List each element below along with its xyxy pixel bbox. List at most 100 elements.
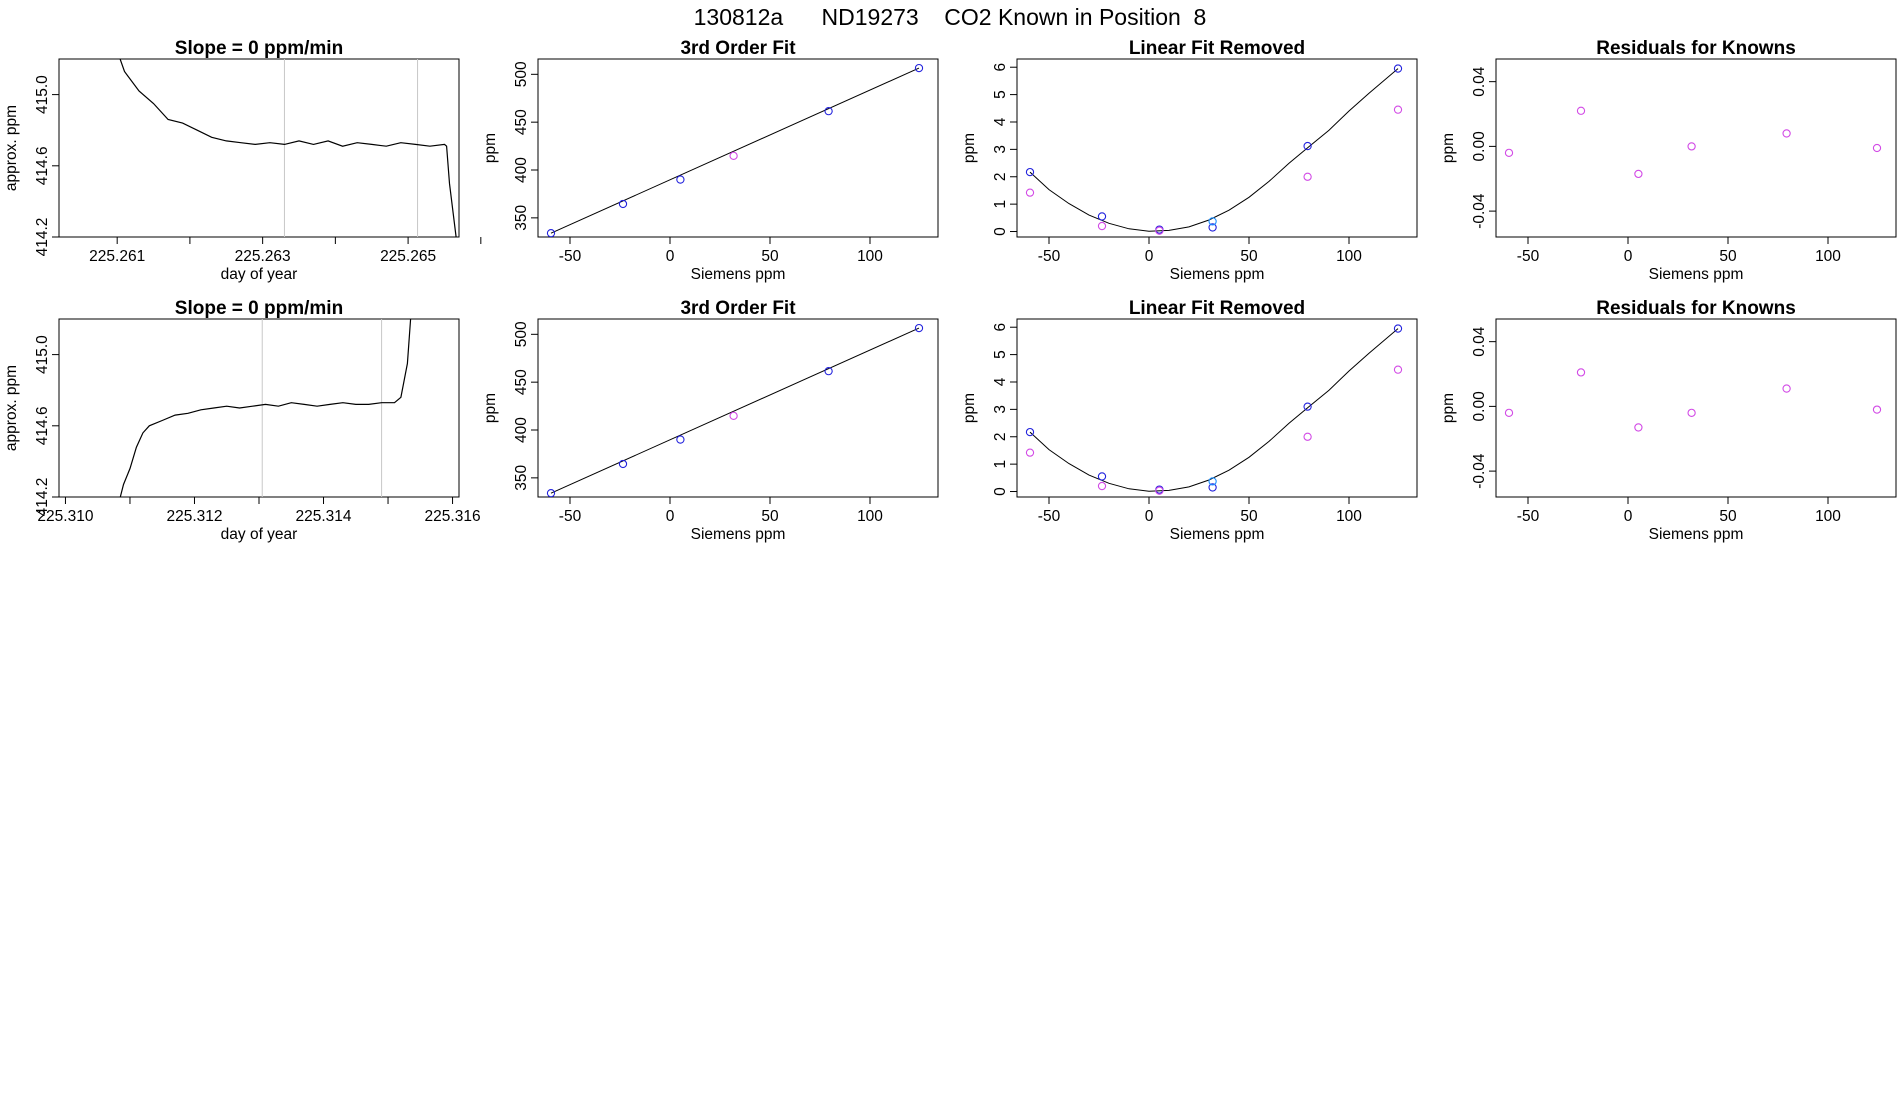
data-point [1303, 402, 1312, 411]
data-point [824, 367, 833, 376]
figure-title: 130812a ND19273 CO2 Known in Position 8 [694, 4, 1207, 30]
data-point [1576, 368, 1586, 377]
data-point [1025, 427, 1035, 437]
y-tick-label: 350 [513, 205, 530, 231]
chart-panel: Linear Fit Removed -50 0 50 100 0 1 2 3 4 5 6 Siemen… [961, 38, 1418, 283]
data-point [1872, 405, 1882, 414]
y-tick-label: 6 [992, 63, 1009, 72]
data-point [546, 489, 556, 497]
x-tick-label: 100 [857, 248, 883, 265]
y-tick-label: 500 [513, 61, 530, 87]
data-point [1393, 105, 1403, 114]
x-tick-label: 50 [1719, 248, 1737, 265]
data-point [1504, 408, 1514, 418]
x-axis-label: Siemens ppm [1649, 526, 1744, 543]
chart-title: Residuals for Knowns [1596, 298, 1796, 319]
x-tick-label: 100 [1815, 248, 1841, 265]
data-point [1097, 212, 1107, 221]
data-point [1393, 64, 1403, 73]
y-tick-label: 4 [992, 117, 1009, 126]
data-point [824, 107, 833, 116]
y-tick-label: 1 [992, 200, 1009, 209]
data-point [618, 459, 628, 469]
data-point [676, 175, 685, 184]
plot-area [546, 63, 924, 237]
x-tick-label: 50 [1240, 508, 1258, 525]
fit-curve [1029, 328, 1399, 492]
x-axis-label: Siemens ppm [691, 266, 786, 283]
x-tick-label: 225.314 [296, 508, 352, 525]
data-point [1634, 423, 1643, 432]
y-axis-label: approx. ppm [3, 105, 20, 191]
data-point [914, 63, 924, 73]
y-tick-label: 0.00 [1471, 131, 1488, 162]
y-tick-label: 3 [992, 145, 1009, 154]
y-tick-label: 414.2 [34, 218, 51, 257]
x-tick-label: -50 [559, 248, 582, 265]
data-point [1303, 432, 1312, 441]
data-point [1208, 483, 1217, 492]
y-tick-label: 450 [513, 109, 530, 135]
y-tick-label: 400 [513, 417, 530, 443]
plot-area [1504, 368, 1882, 432]
x-tick-label: 100 [1336, 248, 1362, 265]
y-axis-label: approx. ppm [3, 365, 20, 451]
x-tick-label: 50 [761, 508, 779, 525]
plot-area [546, 323, 924, 497]
y-tick-label: 0.04 [1471, 326, 1488, 357]
data-point [1872, 143, 1882, 153]
x-tick-label: 0 [1145, 508, 1154, 525]
chart-title: 3rd Order Fit [680, 298, 796, 319]
x-tick-label: 0 [1145, 248, 1154, 265]
plot-frame [1495, 318, 1897, 498]
x-axis-label: Siemens ppm [1170, 526, 1265, 543]
y-tick-label: 0.00 [1471, 391, 1488, 422]
y-tick-label: 350 [513, 465, 530, 491]
plot-frame [58, 318, 460, 498]
y-axis-label: ppm [482, 393, 499, 423]
y-tick-label: 3 [992, 405, 1009, 414]
y-tick-label: 0.04 [1471, 66, 1488, 97]
chart-panel: Residuals for Knowns -50 0 50 100 -0.04 0.00 0.… [1440, 298, 1897, 543]
y-tick-label: 2 [992, 432, 1009, 441]
y-axis-label: ppm [482, 133, 499, 163]
y-tick-label: 500 [513, 321, 530, 347]
plot-area [119, 59, 457, 237]
data-point [1208, 477, 1217, 486]
x-tick-label: -50 [559, 508, 582, 525]
x-tick-label: 225.263 [235, 248, 291, 265]
x-axis-label: day of year [221, 266, 298, 283]
data-point [1504, 148, 1514, 158]
y-tick-label: -0.04 [1471, 193, 1488, 229]
data-point [618, 199, 628, 209]
chart-title: Residuals for Knowns [1596, 38, 1796, 59]
y-tick-label: 415.0 [34, 335, 51, 374]
x-tick-label: 225.261 [89, 248, 145, 265]
x-tick-label: -50 [1038, 248, 1061, 265]
y-tick-label: 400 [513, 157, 530, 183]
data-point [546, 229, 556, 237]
plot-frame [537, 318, 939, 498]
x-tick-label: 225.312 [166, 508, 222, 525]
series-line [119, 319, 412, 497]
data-point [676, 435, 685, 444]
fit-line [550, 67, 920, 234]
x-axis-label: Siemens ppm [1170, 266, 1265, 283]
chart-panel: Residuals for Knowns -50 0 50 100 -0.04 0.00 0.… [1440, 38, 1897, 283]
plot-frame [1016, 58, 1418, 238]
data-point [1097, 472, 1107, 481]
y-tick-label: 0 [992, 227, 1009, 236]
y-tick-label: 415.0 [34, 75, 51, 114]
fit-curve [1029, 68, 1399, 232]
fit-line [550, 327, 920, 494]
x-axis-label: Siemens ppm [1649, 266, 1744, 283]
y-tick-label: 450 [513, 369, 530, 395]
y-axis-label: ppm [1440, 133, 1457, 163]
y-axis-label: ppm [961, 393, 978, 423]
chart-title: Slope = 0 ppm/min [175, 38, 343, 59]
x-tick-label: 100 [1336, 508, 1362, 525]
chart-title: Linear Fit Removed [1129, 298, 1305, 319]
y-tick-label: 414.6 [34, 406, 51, 445]
data-point [1097, 481, 1107, 491]
